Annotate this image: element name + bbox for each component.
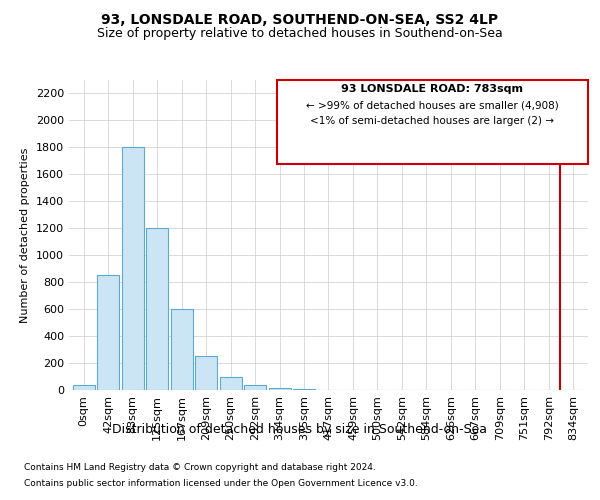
Bar [73, 384, 95, 390]
Text: Contains HM Land Registry data © Crown copyright and database right 2024.: Contains HM Land Registry data © Crown c… [24, 464, 376, 472]
Bar [269, 388, 290, 390]
Text: <1% of semi-detached houses are larger (2) →: <1% of semi-detached houses are larger (… [310, 116, 554, 126]
Text: ← >99% of detached houses are smaller (4,908): ← >99% of detached houses are smaller (4… [306, 100, 559, 110]
Bar [293, 389, 315, 390]
Text: 93, LONSDALE ROAD, SOUTHEND-ON-SEA, SS2 4LP: 93, LONSDALE ROAD, SOUTHEND-ON-SEA, SS2 … [101, 12, 499, 26]
Text: Size of property relative to detached houses in Southend-on-Sea: Size of property relative to detached ho… [97, 28, 503, 40]
Bar [170, 309, 193, 390]
Text: 93 LONSDALE ROAD: 783sqm: 93 LONSDALE ROAD: 783sqm [341, 84, 523, 94]
Bar [122, 148, 143, 390]
Bar [244, 386, 266, 390]
Bar [195, 356, 217, 390]
Bar [146, 228, 168, 390]
Text: Contains public sector information licensed under the Open Government Licence v3: Contains public sector information licen… [24, 478, 418, 488]
Y-axis label: Number of detached properties: Number of detached properties [20, 148, 31, 322]
Bar [97, 276, 119, 390]
Bar [220, 376, 242, 390]
Text: Distribution of detached houses by size in Southend-on-Sea: Distribution of detached houses by size … [113, 422, 487, 436]
